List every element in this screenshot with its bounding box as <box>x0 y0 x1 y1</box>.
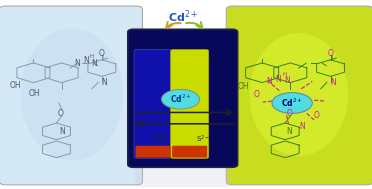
Text: N: N <box>276 75 282 84</box>
Ellipse shape <box>20 28 123 161</box>
Text: O: O <box>328 49 333 58</box>
Circle shape <box>272 93 312 113</box>
Text: N: N <box>267 77 272 86</box>
FancyBboxPatch shape <box>135 164 230 187</box>
Text: OH: OH <box>29 89 40 98</box>
Text: OH: OH <box>10 81 22 91</box>
Text: N: N <box>287 127 292 136</box>
Text: Cd$^{2+}$: Cd$^{2+}$ <box>170 93 191 105</box>
Text: N: N <box>284 76 290 85</box>
Text: CdS: CdS <box>152 136 166 142</box>
Text: O: O <box>254 90 260 99</box>
Text: O: O <box>58 108 64 118</box>
Text: H: H <box>282 72 286 77</box>
FancyBboxPatch shape <box>0 6 142 185</box>
Text: H: H <box>90 54 94 59</box>
Text: O: O <box>287 109 292 118</box>
Text: N: N <box>91 59 97 68</box>
FancyBboxPatch shape <box>171 50 209 158</box>
Ellipse shape <box>249 33 348 156</box>
FancyBboxPatch shape <box>172 146 207 158</box>
Text: N: N <box>101 78 107 87</box>
Text: N: N <box>74 59 80 68</box>
Text: OH: OH <box>238 82 250 91</box>
Text: Cd$^{2+}$: Cd$^{2+}$ <box>168 9 199 25</box>
Text: S$^{2-}$: S$^{2-}$ <box>196 133 210 145</box>
FancyBboxPatch shape <box>134 50 172 158</box>
Text: Cd$^{2+}$: Cd$^{2+}$ <box>281 97 303 109</box>
FancyBboxPatch shape <box>128 29 238 167</box>
Text: N: N <box>299 122 305 131</box>
Text: N: N <box>60 127 65 136</box>
Text: N: N <box>84 56 89 65</box>
Text: N: N <box>330 78 336 87</box>
FancyBboxPatch shape <box>226 6 372 185</box>
Text: O: O <box>99 49 105 58</box>
Text: O: O <box>313 111 319 120</box>
FancyBboxPatch shape <box>135 146 171 158</box>
Circle shape <box>161 89 199 109</box>
